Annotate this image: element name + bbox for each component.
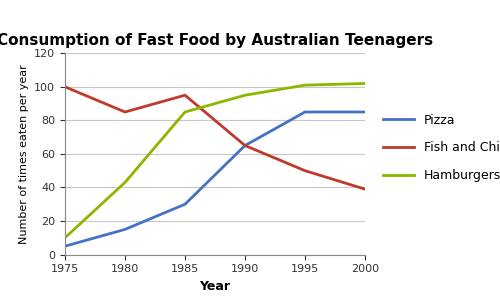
- Hamburgers: [122, 181, 128, 184]
- Pizza: [242, 144, 248, 147]
- Legend: Pizza, Fish and Chips, Hamburgers: Pizza, Fish and Chips, Hamburgers: [378, 109, 500, 187]
- Hamburgers: [302, 83, 308, 87]
- Fish and Chips: [182, 94, 188, 97]
- Title: Consumption of Fast Food by Australian Teenagers: Consumption of Fast Food by Australian T…: [0, 33, 433, 48]
- Hamburgers: [62, 236, 68, 239]
- Y-axis label: Number of times eaten per year: Number of times eaten per year: [18, 64, 28, 244]
- X-axis label: Year: Year: [200, 280, 230, 293]
- Fish and Chips: [362, 187, 368, 191]
- Pizza: [182, 202, 188, 206]
- Pizza: [362, 110, 368, 114]
- Line: Pizza: Pizza: [65, 112, 365, 246]
- Pizza: [122, 228, 128, 231]
- Line: Fish and Chips: Fish and Chips: [65, 87, 365, 189]
- Pizza: [62, 244, 68, 248]
- Line: Hamburgers: Hamburgers: [65, 83, 365, 238]
- Hamburgers: [182, 110, 188, 114]
- Fish and Chips: [62, 85, 68, 89]
- Hamburgers: [242, 94, 248, 97]
- Fish and Chips: [302, 169, 308, 173]
- Pizza: [302, 110, 308, 114]
- Fish and Chips: [122, 110, 128, 114]
- Hamburgers: [362, 82, 368, 85]
- Fish and Chips: [242, 144, 248, 147]
